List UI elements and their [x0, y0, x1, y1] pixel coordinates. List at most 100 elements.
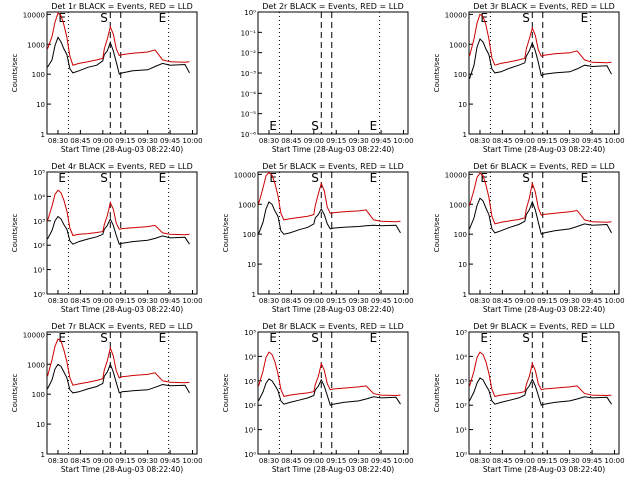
y-tick-label: 10: [36, 101, 45, 109]
x-tick-label: 08:30: [259, 457, 279, 465]
marker-label: S: [311, 331, 319, 345]
chart-title: Det 2r BLACK = Events, RED = LLD: [262, 2, 404, 11]
x-tick-label: 10:00: [393, 137, 413, 145]
x-tick-label: 08:45: [281, 137, 301, 145]
x-tick-label: 10:00: [182, 137, 202, 145]
x-tick-label: 08:30: [259, 137, 279, 145]
marker-label: E: [370, 171, 378, 185]
x-axis-label: Start Time (28-Aug-03 08:22:40): [272, 465, 394, 474]
y-tick-label: 10⁰: [244, 9, 256, 17]
x-tick-label: 08:45: [70, 137, 90, 145]
x-axis-label: Start Time (28-Aug-03 08:22:40): [272, 305, 394, 314]
y-tick-label: 10¹: [244, 427, 256, 435]
x-tick-label: 09:15: [537, 457, 557, 465]
x-tick-label: 10:00: [393, 457, 413, 465]
plot-frame: [257, 171, 409, 295]
x-tick-label: 09:30: [138, 137, 158, 145]
y-tick-label: 10⁰: [244, 451, 256, 459]
marker-label: S: [522, 331, 530, 345]
marker-label: E: [581, 11, 589, 25]
chart-panel-det2: Det 2r BLACK = Events, RED = LLD 10⁻⁶ 10⁻⁵…: [241, 2, 414, 154]
chart-panel-det9: Det 9r BLACK = Events, RED = LLD 10⁰ 10¹ 10…: [433, 322, 625, 474]
y-tick-label: 1000: [449, 201, 467, 209]
y-tick-label: 10000: [445, 11, 467, 19]
y-tick-label: 10³: [33, 218, 45, 226]
plot-frame: [468, 331, 620, 455]
chart-panel-det7: Det 7r BLACK = Events, RED = LLD 1 10 100 10…: [11, 322, 203, 474]
x-tick-label: 09:15: [115, 137, 135, 145]
marker-label: E: [58, 331, 66, 345]
x-tick-label: 10:00: [393, 297, 413, 305]
y-tick-label: 10⁰: [33, 291, 45, 299]
x-tick-label: 08:30: [48, 457, 68, 465]
chart-title: Det 3r BLACK = Events, RED = LLD: [473, 2, 615, 11]
chart-title: Det 1r BLACK = Events, RED = LLD: [51, 2, 193, 11]
y-axis-label: Counts/sec: [11, 214, 19, 253]
x-tick-label: 08:30: [470, 297, 490, 305]
chart-title: Det 9r BLACK = Events, RED = LLD: [473, 322, 615, 331]
x-tick-label: 10:00: [604, 457, 624, 465]
y-tick-label: 10³: [244, 378, 256, 386]
y-axis-label: Counts/sec: [222, 374, 230, 413]
x-tick-label: 08:30: [259, 297, 279, 305]
y-tick-label: 1: [463, 291, 467, 299]
x-axis-label: Start Time (28-Aug-03 08:22:40): [61, 145, 183, 154]
series-line-lld: [47, 189, 190, 237]
x-tick-label: 09:00: [515, 457, 535, 465]
plot-frame: [46, 11, 198, 135]
chart-panel-det6: Det 6r BLACK = Events, RED = LLD 1 10 100 10…: [433, 162, 625, 314]
series-line-lld: [47, 12, 190, 66]
marker-label: E: [159, 171, 167, 185]
y-tick-label: 1: [41, 131, 45, 139]
y-tick-label: 1000: [238, 201, 256, 209]
marker-label: E: [269, 119, 277, 133]
y-tick-label: 1: [463, 131, 467, 139]
x-axis-label: Start Time (28-Aug-03 08:22:40): [61, 465, 183, 474]
x-tick-label: 09:45: [371, 137, 391, 145]
chart-title: Det 8r BLACK = Events, RED = LLD: [262, 322, 404, 331]
x-tick-label: 09:45: [160, 137, 180, 145]
x-tick-label: 08:45: [70, 297, 90, 305]
x-tick-label: 09:45: [160, 457, 180, 465]
marker-label: S: [311, 119, 319, 133]
marker-label: E: [159, 331, 167, 345]
x-tick-label: 10:00: [604, 137, 624, 145]
y-tick-label: 1: [252, 291, 256, 299]
x-tick-label: 10:00: [182, 457, 202, 465]
x-axis-label: Start Time (28-Aug-03 08:22:40): [272, 145, 394, 154]
y-tick-label: 10: [36, 421, 45, 429]
chart-panel-det1: Det 1r BLACK = Events, RED = LLD 1 10 100 10…: [11, 2, 203, 154]
plot-frame: [46, 171, 198, 295]
x-tick-label: 08:45: [70, 457, 90, 465]
series-line-events: [258, 201, 401, 235]
x-tick-label: 08:30: [470, 137, 490, 145]
x-tick-label: 09:00: [515, 137, 535, 145]
chart-panel-det5: Det 5r BLACK = Events, RED = LLD 1 10 100 10…: [222, 162, 414, 314]
y-axis-label: Counts/sec: [433, 214, 441, 253]
x-tick-label: 08:30: [470, 457, 490, 465]
y-tick-label: 10⁻⁵: [241, 111, 257, 119]
chart-title: Det 6r BLACK = Events, RED = LLD: [473, 162, 615, 171]
x-tick-label: 09:45: [582, 297, 602, 305]
y-tick-label: 10⁻¹: [241, 29, 257, 37]
chart-title: Det 5r BLACK = Events, RED = LLD: [262, 162, 404, 171]
y-tick-label: 1000: [449, 41, 467, 49]
y-axis-label: Counts/sec: [11, 374, 19, 413]
x-tick-label: 09:00: [93, 297, 113, 305]
x-tick-label: 09:00: [93, 137, 113, 145]
y-tick-label: 10⁴: [244, 353, 256, 361]
marker-label: E: [480, 331, 488, 345]
series-line-events: [469, 38, 612, 79]
y-tick-label: 1: [41, 451, 45, 459]
y-tick-label: 10⁻³: [241, 70, 257, 78]
y-tick-label: 100: [454, 231, 467, 239]
marker-label: S: [100, 171, 108, 185]
x-tick-label: 08:45: [492, 297, 512, 305]
x-axis-label: Start Time (28-Aug-03 08:22:40): [483, 465, 605, 474]
x-tick-label: 08:45: [492, 457, 512, 465]
x-tick-label: 08:45: [281, 457, 301, 465]
x-tick-label: 09:15: [115, 297, 135, 305]
x-tick-label: 09:00: [93, 457, 113, 465]
x-tick-label: 09:15: [326, 137, 346, 145]
